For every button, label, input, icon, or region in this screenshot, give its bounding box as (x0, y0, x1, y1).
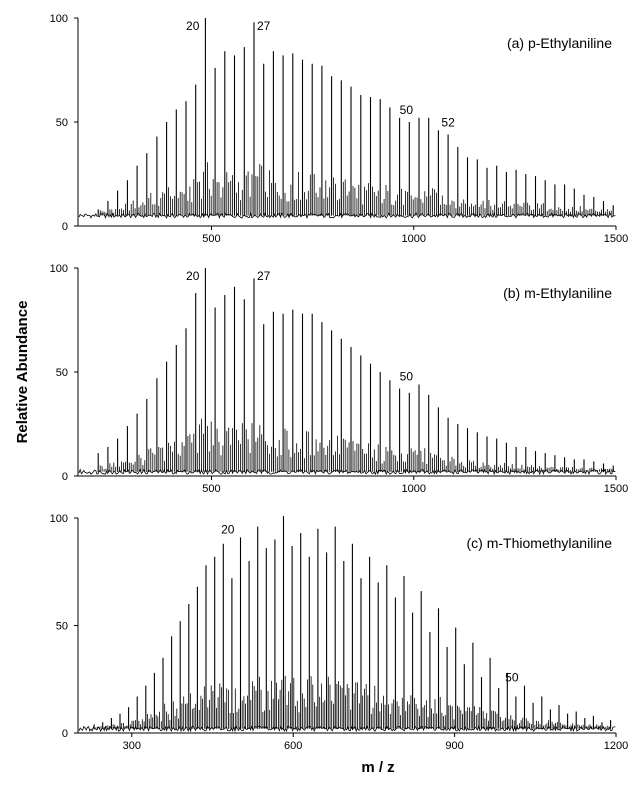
y-tick-label: 50 (56, 117, 68, 129)
x-tick-label: 1500 (604, 483, 628, 495)
x-tick-label: 1200 (604, 740, 628, 752)
panel-title: (b) m-Ethylaniline (503, 285, 612, 301)
x-tick-label: 900 (445, 740, 463, 752)
peak-annotation: 20 (221, 522, 235, 536)
peak-annotation: 27 (257, 19, 271, 33)
y-tick-label: 100 (50, 263, 68, 275)
y-tick-label: 0 (62, 728, 68, 740)
x-tick-label: 1000 (402, 233, 426, 245)
peak-annotation: 50 (400, 369, 414, 383)
peak-annotation: 50 (400, 103, 414, 117)
x-tick-label: 300 (123, 740, 141, 752)
peak-annotation: 20 (186, 269, 200, 283)
peak-annotation: 20 (186, 19, 200, 33)
x-tick-label: 1500 (604, 233, 628, 245)
x-axis-label: m / z (361, 759, 394, 776)
y-tick-label: 50 (56, 621, 68, 633)
y-axis-label: Relative Abundance (14, 301, 31, 444)
x-tick-label: 1000 (402, 483, 426, 495)
y-tick-label: 100 (50, 513, 68, 525)
x-tick-label: 500 (202, 483, 220, 495)
panel-c: 0 50 100 300 600 900 1200 20 50 (c) m-Thiomethyla… (50, 513, 629, 752)
panel-a: 0 50 100 500 1000 1500 20 27 50 52 (a) p-Ethylanil… (50, 13, 629, 245)
peak-annotation: 52 (441, 115, 455, 129)
y-tick-label: 0 (62, 471, 68, 483)
peak-annotation: 50 (505, 671, 519, 685)
panel-title: (a) p-Ethylaniline (507, 35, 612, 51)
y-tick-label: 100 (50, 13, 68, 25)
peak-annotation: 27 (257, 269, 271, 283)
x-tick-label: 500 (202, 233, 220, 245)
y-tick-label: 50 (56, 367, 68, 379)
x-tick-label: 600 (284, 740, 302, 752)
panel-b: 0 50 100 500 1000 1500 20 27 50 (b) m-Ethylanilin… (50, 263, 629, 495)
y-tick-label: 0 (62, 221, 68, 233)
panel-title: (c) m-Thiomethylaniline (467, 535, 613, 551)
